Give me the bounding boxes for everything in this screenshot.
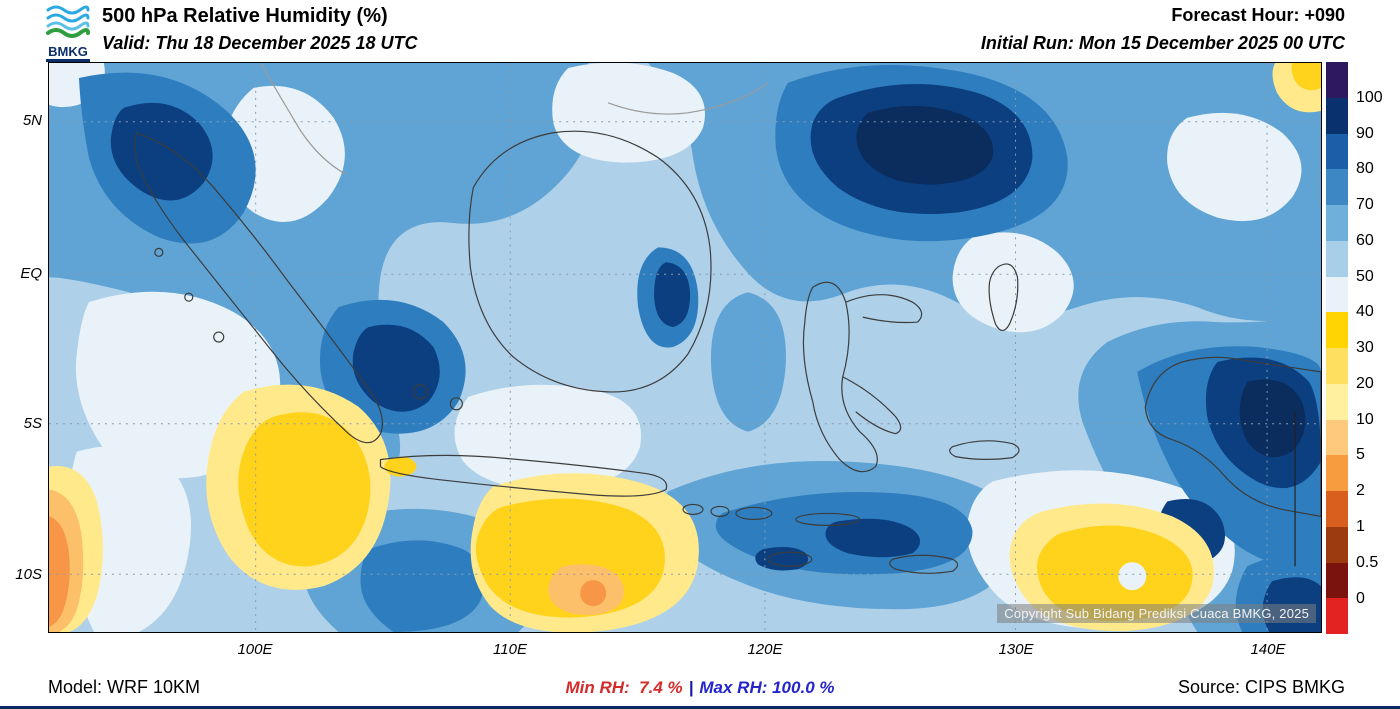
colorbar-segment [1326,240,1348,277]
colorbar-tick-label: 30 [1356,339,1374,356]
colorbar-segment [1326,62,1348,98]
colorbar-segment [1326,419,1348,456]
colorbar-tick-label: 5 [1356,446,1365,463]
lon-label-130e: 130E [998,641,1034,658]
colorbar-segment [1326,133,1348,170]
bmkg-logo: BMKG [38,2,98,62]
colorbar-tick-label: 100 [1356,89,1383,106]
rh-contours [49,63,1321,632]
coastlines [134,130,1321,574]
indonesia-rh-map [49,63,1321,632]
colorbar-segment [1326,169,1348,205]
colorbar-tick-label: 80 [1356,160,1374,177]
colorbar-segment [1326,491,1348,527]
colorbar-segment [1326,97,1348,134]
colorbar-tick-label: 10 [1356,411,1374,428]
bmkg-logo-icon [46,5,90,38]
valid-time-label: Valid: Thu 18 December 2025 18 UTC [102,33,418,53]
colorbar-segment [1326,312,1348,348]
lat-label-5s: 5S [23,415,42,432]
lat-label-10s: 10S [15,566,42,583]
colorbar-tick-label: 20 [1356,375,1374,392]
colorbar-segment [1326,562,1348,599]
model-label: Model: WRF 10KM [48,677,201,697]
lon-label-110e: 110E [493,641,527,658]
initial-run-label: Initial Run: Mon 15 December 2025 00 UTC [980,33,1345,53]
lon-label-140e: 140E [1250,641,1286,658]
colorbar-segment [1326,276,1348,313]
colorbar [1326,62,1348,634]
source-label: Source: CIPS BMKG [1177,677,1345,697]
colorbar-segment [1326,526,1348,563]
min-rh-label: Min RH: 7.4 % [565,678,683,697]
colorbar-tick-label: 40 [1356,303,1374,320]
forecast-hour-label: Forecast Hour: +090 [1171,5,1345,25]
colorbar-segment [1326,598,1348,634]
footer-rule [0,706,1400,709]
colorbar-segment [1326,455,1348,491]
colorbar-tick-label: 2 [1356,482,1365,499]
colorbar-segment [1326,348,1348,384]
rh-map-panel: Copyright Sub Bidang Prediksi Cuaca BMKG… [48,62,1322,633]
colorbar-tick-label: 70 [1356,196,1374,213]
rh-minmax: Min RH: 7.4 % | Max RH: 100.0 % [0,678,1400,698]
colorbar-tick-label: 1 [1356,518,1365,535]
bmkg-logo-label: BMKG [46,45,90,62]
lon-label-120e: 120E [747,641,783,658]
lon-label-100e: 100E [237,641,273,658]
colorbar-tick-label: 50 [1356,268,1374,285]
colorbar-segment [1326,383,1348,420]
colorbar-segment [1326,205,1348,241]
gridlines [49,63,1321,632]
minmax-separator: | [688,678,694,697]
lat-label-eq: EQ [20,265,42,282]
colorbar-tick-label: 90 [1356,125,1374,142]
map-copyright: Copyright Sub Bidang Prediksi Cuaca BMKG… [997,604,1316,623]
page-title: 500 hPa Relative Humidity (%) [102,5,388,27]
max-rh-label: Max RH: 100.0 % [699,678,835,697]
foreign-coastlines [260,63,769,176]
lat-label-5n: 5N [22,112,42,129]
colorbar-tick-label: 0.5 [1356,554,1379,571]
colorbar-tick-label: 0 [1356,590,1365,607]
colorbar-tick-label: 60 [1356,232,1374,249]
